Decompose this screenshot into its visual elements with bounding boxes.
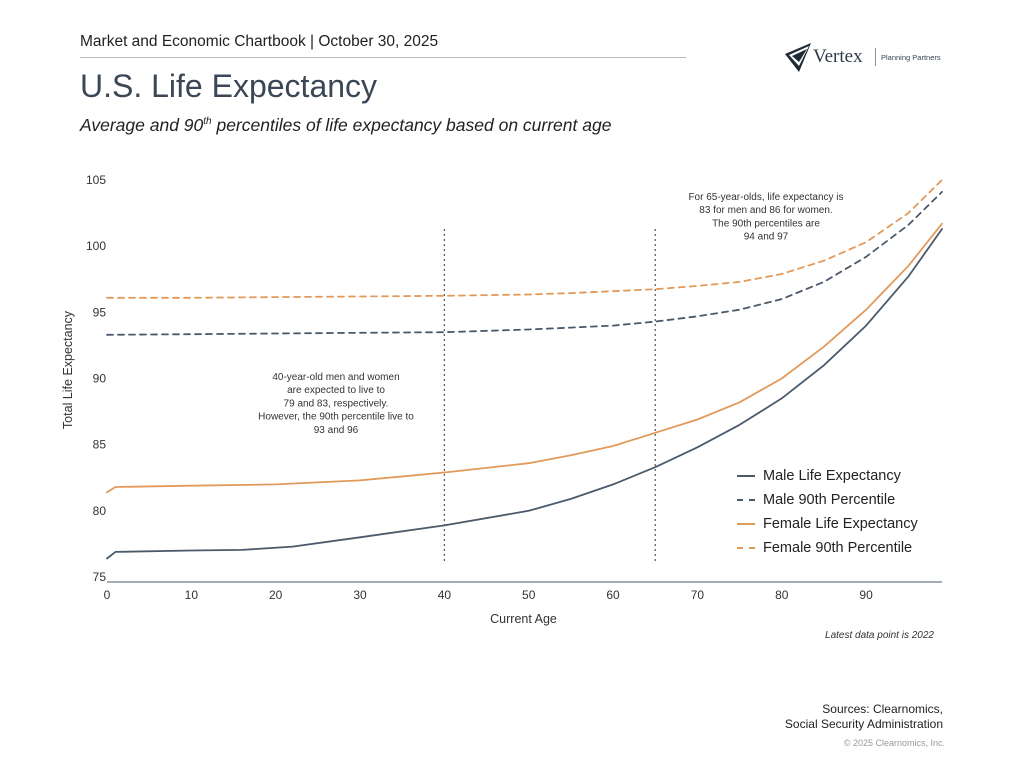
series-line <box>106 228 943 560</box>
page-title: U.S. Life Expectancy <box>80 68 378 104</box>
y-tick-label: 90 <box>93 372 107 386</box>
y-tick-label: 100 <box>86 239 106 253</box>
legend-swatch <box>737 523 755 525</box>
chartbook-header: Market and Economic Chartbook | October … <box>80 33 439 50</box>
x-tick-label: 90 <box>859 588 873 602</box>
x-axis-title: Current Age <box>490 612 557 626</box>
annotation-line: 93 and 96 <box>314 425 359 436</box>
series-line <box>106 179 943 299</box>
copyright: © 2025 Clearnomics, Inc. <box>843 738 945 748</box>
page-subtitle: Average and 90th percentiles of life exp… <box>80 115 611 136</box>
latest-data-note: Latest data point is 2022 <box>825 630 934 641</box>
legend-swatch <box>737 499 755 501</box>
subtitle-post: percentiles of life expectancy based on … <box>211 115 612 135</box>
x-tick-label: 10 <box>185 588 199 602</box>
annotation-line: 83 for men and 86 for women. <box>699 205 832 216</box>
legend-item: Male Life Expectancy <box>737 464 918 488</box>
x-tick-label: 70 <box>691 588 705 602</box>
series-line <box>106 222 943 494</box>
legend-swatch <box>737 475 755 477</box>
sources-line-1: Sources: Clearnomics, <box>822 702 943 716</box>
x-tick-label: 20 <box>269 588 283 602</box>
annotation-line: The 90th percentiles are <box>712 218 820 229</box>
y-tick-label: 80 <box>93 504 107 518</box>
x-tick-label: 50 <box>522 588 536 602</box>
legend-item: Female Life Expectancy <box>737 512 918 536</box>
legend-label: Male 90th Percentile <box>763 492 896 508</box>
legend-label: Male Life Expectancy <box>763 468 901 484</box>
annotation-line: 94 and 97 <box>744 232 789 243</box>
y-axis-title: Total Life Expectancy <box>61 310 75 429</box>
y-tick-label: 105 <box>86 173 106 187</box>
legend-label: Female Life Expectancy <box>763 516 918 532</box>
x-tick-label: 40 <box>438 588 452 602</box>
logo-tagline: Planning Partners <box>881 53 941 62</box>
y-tick-label: 75 <box>93 570 107 584</box>
series-line <box>106 191 943 336</box>
x-tick-label: 0 <box>104 588 111 602</box>
chart-legend: Male Life Expectancy Male 90th Percentile… <box>737 464 918 560</box>
y-tick-label: 85 <box>93 438 107 452</box>
annotation-line: However, the 90th percentile live to <box>258 412 414 423</box>
legend-item: Female 90th Percentile <box>737 536 918 560</box>
sources-line-2: Social Security Administration <box>784 717 943 731</box>
logo-wordmark: Vertex <box>813 46 863 67</box>
x-tick-label: 30 <box>353 588 367 602</box>
y-tick-label: 95 <box>93 305 107 319</box>
sources: Sources: Clearnomics, Social Security Ad… <box>740 702 943 732</box>
vertex-logo: Vertex Planning Partners <box>785 42 945 74</box>
subtitle-pre: Average and 90 <box>80 115 204 135</box>
subtitle-sup: th <box>203 116 212 128</box>
annotation-line: 79 and 83, respectively. <box>284 398 389 409</box>
logo-divider <box>875 48 876 66</box>
annotation-line: 40-year-old men and women <box>272 372 399 383</box>
annotation-line: For 65-year-olds, life expectancy is <box>688 192 843 203</box>
logo-mark-icon <box>785 43 811 72</box>
legend-swatch <box>737 547 755 549</box>
x-tick-label: 60 <box>606 588 620 602</box>
legend-item: Male 90th Percentile <box>737 488 918 512</box>
header-divider <box>80 57 686 58</box>
legend-label: Female 90th Percentile <box>763 540 913 556</box>
x-tick-label: 80 <box>775 588 789 602</box>
annotation-line: are expected to live to <box>287 385 385 396</box>
